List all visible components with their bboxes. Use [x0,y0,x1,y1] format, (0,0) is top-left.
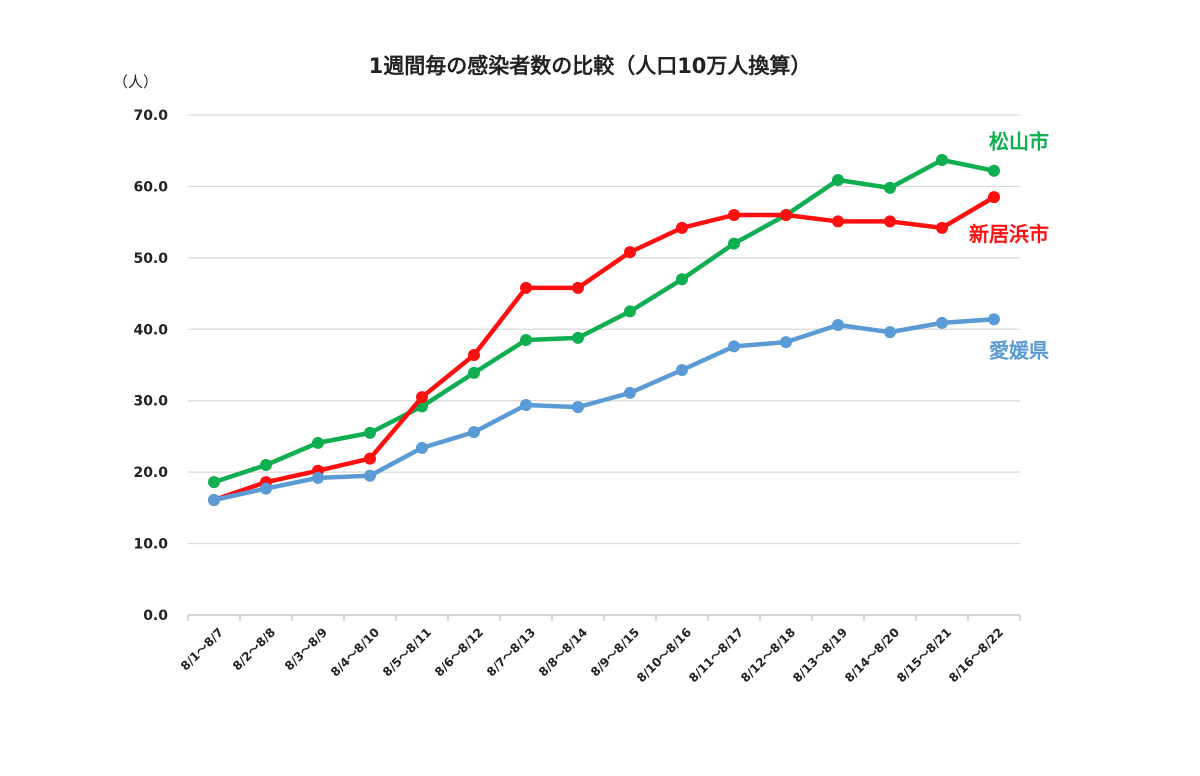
x-tick-label: 8/2～8/8 [230,625,278,673]
series-0 [208,154,1000,489]
series-line [211,194,997,503]
y-tick-label: 20.0 [133,465,168,481]
x-tick-label: 8/13～8/19 [790,625,850,685]
y-tick-label: 40.0 [133,322,168,338]
data-point [520,281,532,294]
x-tick-label: 8/5～8/11 [380,625,434,679]
data-point [572,281,584,294]
data-point [988,191,1000,204]
data-point [676,364,688,376]
series-lines [208,154,1000,506]
data-point [208,494,220,506]
data-point [728,237,740,250]
data-point [936,316,948,329]
x-tick-label: 8/14～8/20 [842,625,902,685]
data-point [780,336,792,349]
data-point [728,340,740,353]
x-tick-label: 8/9～8/15 [588,625,642,679]
data-point [832,215,844,228]
data-point [572,401,584,414]
data-point [208,476,220,489]
data-point [416,391,428,404]
x-tick-label: 8/15～8/21 [894,625,954,685]
x-tick-label: 8/3～8/9 [282,625,330,673]
y-tick-label: 60.0 [133,179,168,195]
data-point [676,273,688,286]
data-point [260,459,272,471]
x-tick-label: 8/6～8/12 [432,625,486,679]
data-point [884,326,896,339]
data-point [572,331,584,344]
series-label: 新居浜市 [969,222,1049,246]
x-tick-label: 8/4～8/10 [328,625,382,679]
data-point [624,305,636,318]
y-tick-label: 30.0 [133,394,168,410]
y-tick-label: 0.0 [143,608,168,624]
data-point [468,349,480,361]
data-point [728,209,740,221]
series-2 [208,313,1000,506]
y-tick-label: 10.0 [133,537,168,553]
x-tick-label: 8/7～8/13 [484,625,538,679]
x-tick-label: 8/12～8/18 [738,625,798,685]
data-point [416,441,428,454]
y-tick-label: 50.0 [133,251,168,267]
x-tick-label: 8/8～8/14 [536,625,590,679]
data-point [832,174,844,186]
x-tick-label: 8/10～8/16 [634,625,694,685]
y-axis-ticks: 0.0 10.0 20.0 30.0 40.0 50.0 60.0 70.0 [133,108,168,624]
data-point [468,426,480,439]
data-point [624,386,636,399]
data-point [936,154,948,166]
series-label: 愛媛県 [989,338,1049,362]
data-point [468,366,480,379]
x-tick-label: 8/1～8/7 [178,625,226,673]
series-label: 松山市 [989,130,1049,154]
data-point [260,482,272,495]
data-point [312,436,324,449]
x-tick-label: 8/11～8/17 [686,625,746,685]
data-point [312,471,324,484]
data-point [780,209,792,221]
data-point [364,469,376,482]
data-point [520,334,532,346]
data-point [884,181,896,194]
x-tick-label: 8/16～8/22 [946,625,1006,685]
data-point [988,164,1000,177]
series-line [211,317,997,503]
data-point [624,246,636,259]
series-line [211,157,997,485]
data-point [364,452,376,465]
x-axis: 8/1～8/7 8/2～8/8 8/3～8/98/4～8/108/5～8/118/6… [178,614,1021,685]
y-axis-unit-label: （人） [113,73,158,91]
data-point [988,313,1000,326]
data-point [936,221,948,234]
series-1 [208,191,1000,506]
y-tick-label: 70.0 [133,108,168,124]
data-point [676,221,688,234]
data-point [832,319,844,331]
data-point [520,399,532,411]
chart-title: 1週間毎の感染者数の比較（人口10万人換算） [369,54,812,78]
data-point [884,215,896,228]
data-point [364,426,376,439]
